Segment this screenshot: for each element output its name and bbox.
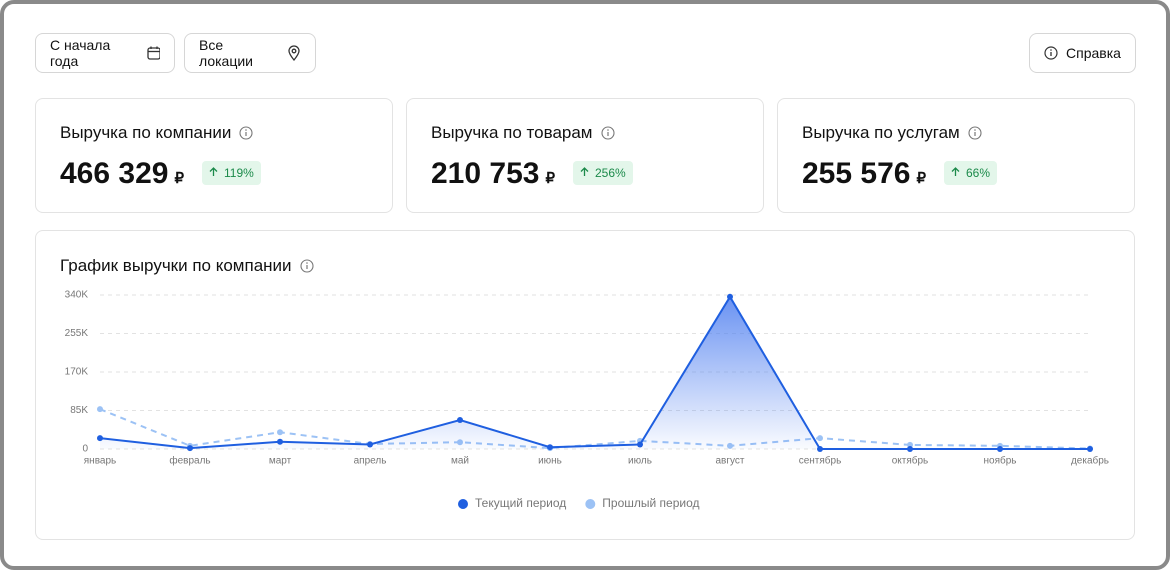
calendar-icon (146, 46, 160, 60)
point (817, 435, 823, 442)
y-tick-label: 0 (82, 444, 88, 455)
card-value-row: 466 329 ₽119% (60, 157, 261, 191)
up-arrow (951, 167, 960, 176)
x-tick-label: июнь (538, 456, 562, 467)
card-value: 466 329 (60, 157, 169, 190)
x-tick-label: ноябрь (984, 455, 1017, 467)
point (457, 417, 463, 424)
legend-label: Прошлый период (602, 496, 699, 510)
card-title-row: Выручка по компании (60, 123, 253, 143)
point (277, 438, 283, 445)
period-filter[interactable]: С начала года (35, 33, 175, 73)
metric-card: Выручка по услугам 255 576 ₽66% (777, 98, 1135, 213)
x-tick-label: октябрь (892, 455, 929, 467)
card-title: Выручка по компании (60, 123, 232, 142)
filter-label: Все локации (199, 37, 253, 69)
y-tick-label: 170K (65, 367, 89, 378)
up-arrow (209, 167, 218, 176)
card-title-row: Выручка по товарам (431, 123, 615, 143)
card-currency: ₽ (545, 170, 555, 187)
x-tick-label: январь (84, 456, 116, 467)
x-tick-label: август (716, 456, 745, 467)
change-badge: 256% (573, 161, 633, 185)
location-filter[interactable]: Все локации (184, 33, 316, 73)
line (99, 408, 1091, 450)
legend-label: Текущий период (475, 496, 566, 510)
help-button[interactable]: Справка (1029, 33, 1136, 73)
x-tick-label: декабрь (1071, 455, 1109, 467)
change-badge: 119% (202, 161, 261, 185)
point (1087, 446, 1093, 452)
help-label: Справка (1066, 45, 1121, 61)
card-currency: ₽ (916, 170, 926, 187)
info-icon (968, 126, 982, 140)
legend-marker (458, 499, 468, 509)
metric-card: Выручка по товарам 210 753 ₽256% (406, 98, 764, 213)
change-value: 66% (966, 166, 991, 180)
chart-title-row: График выручки по компании (60, 256, 314, 276)
change-value: 119% (224, 166, 254, 180)
point (187, 445, 193, 452)
card-title: Выручка по товарам (431, 123, 593, 142)
point (547, 444, 553, 451)
chart-title: График выручки по компании (60, 256, 292, 275)
card-value-row: 210 753 ₽256% (431, 157, 633, 191)
card-currency: ₽ (174, 170, 184, 187)
point (727, 293, 733, 300)
y-tick-label: 340K (65, 290, 89, 301)
info-icon (299, 259, 314, 273)
point (97, 435, 103, 442)
point (637, 441, 643, 448)
chart-card: График выручки по компании (35, 230, 1135, 540)
y-tick-label: 255K (65, 328, 89, 339)
legend-marker (585, 499, 596, 509)
info-icon (600, 126, 615, 140)
info-icon (1044, 46, 1058, 60)
card-value: 210 753 (431, 157, 540, 190)
x-tick-label: март (269, 456, 292, 467)
card-title: Выручка по услугам (802, 123, 960, 142)
x-tick-label: июль (628, 456, 652, 467)
card-title-row: Выручка по услугам (802, 123, 982, 143)
point (367, 441, 373, 448)
metric-card: Выручка по компании 466 329 ₽119% (35, 98, 393, 213)
change-badge: 66% (944, 161, 998, 185)
point (817, 446, 823, 452)
point (97, 406, 103, 413)
area (100, 296, 1090, 449)
filter-label: С начала года (50, 37, 111, 69)
y-tick-label: 85K (70, 405, 88, 416)
point (907, 446, 913, 452)
card-value: 255 576 (802, 157, 911, 190)
change-value: 256% (595, 166, 626, 180)
x-tick-label: май (451, 456, 469, 467)
up-arrow (580, 167, 589, 176)
x-tick-label: сентябрь (799, 455, 842, 467)
point (277, 429, 283, 436)
line (99, 294, 1090, 450)
x-tick-label: апрель (354, 456, 387, 467)
point (997, 446, 1003, 452)
pin-icon (288, 45, 300, 61)
info-icon (239, 126, 253, 140)
x-tick-label: февраль (169, 455, 210, 467)
card-value-row: 255 576 ₽66% (802, 157, 998, 191)
